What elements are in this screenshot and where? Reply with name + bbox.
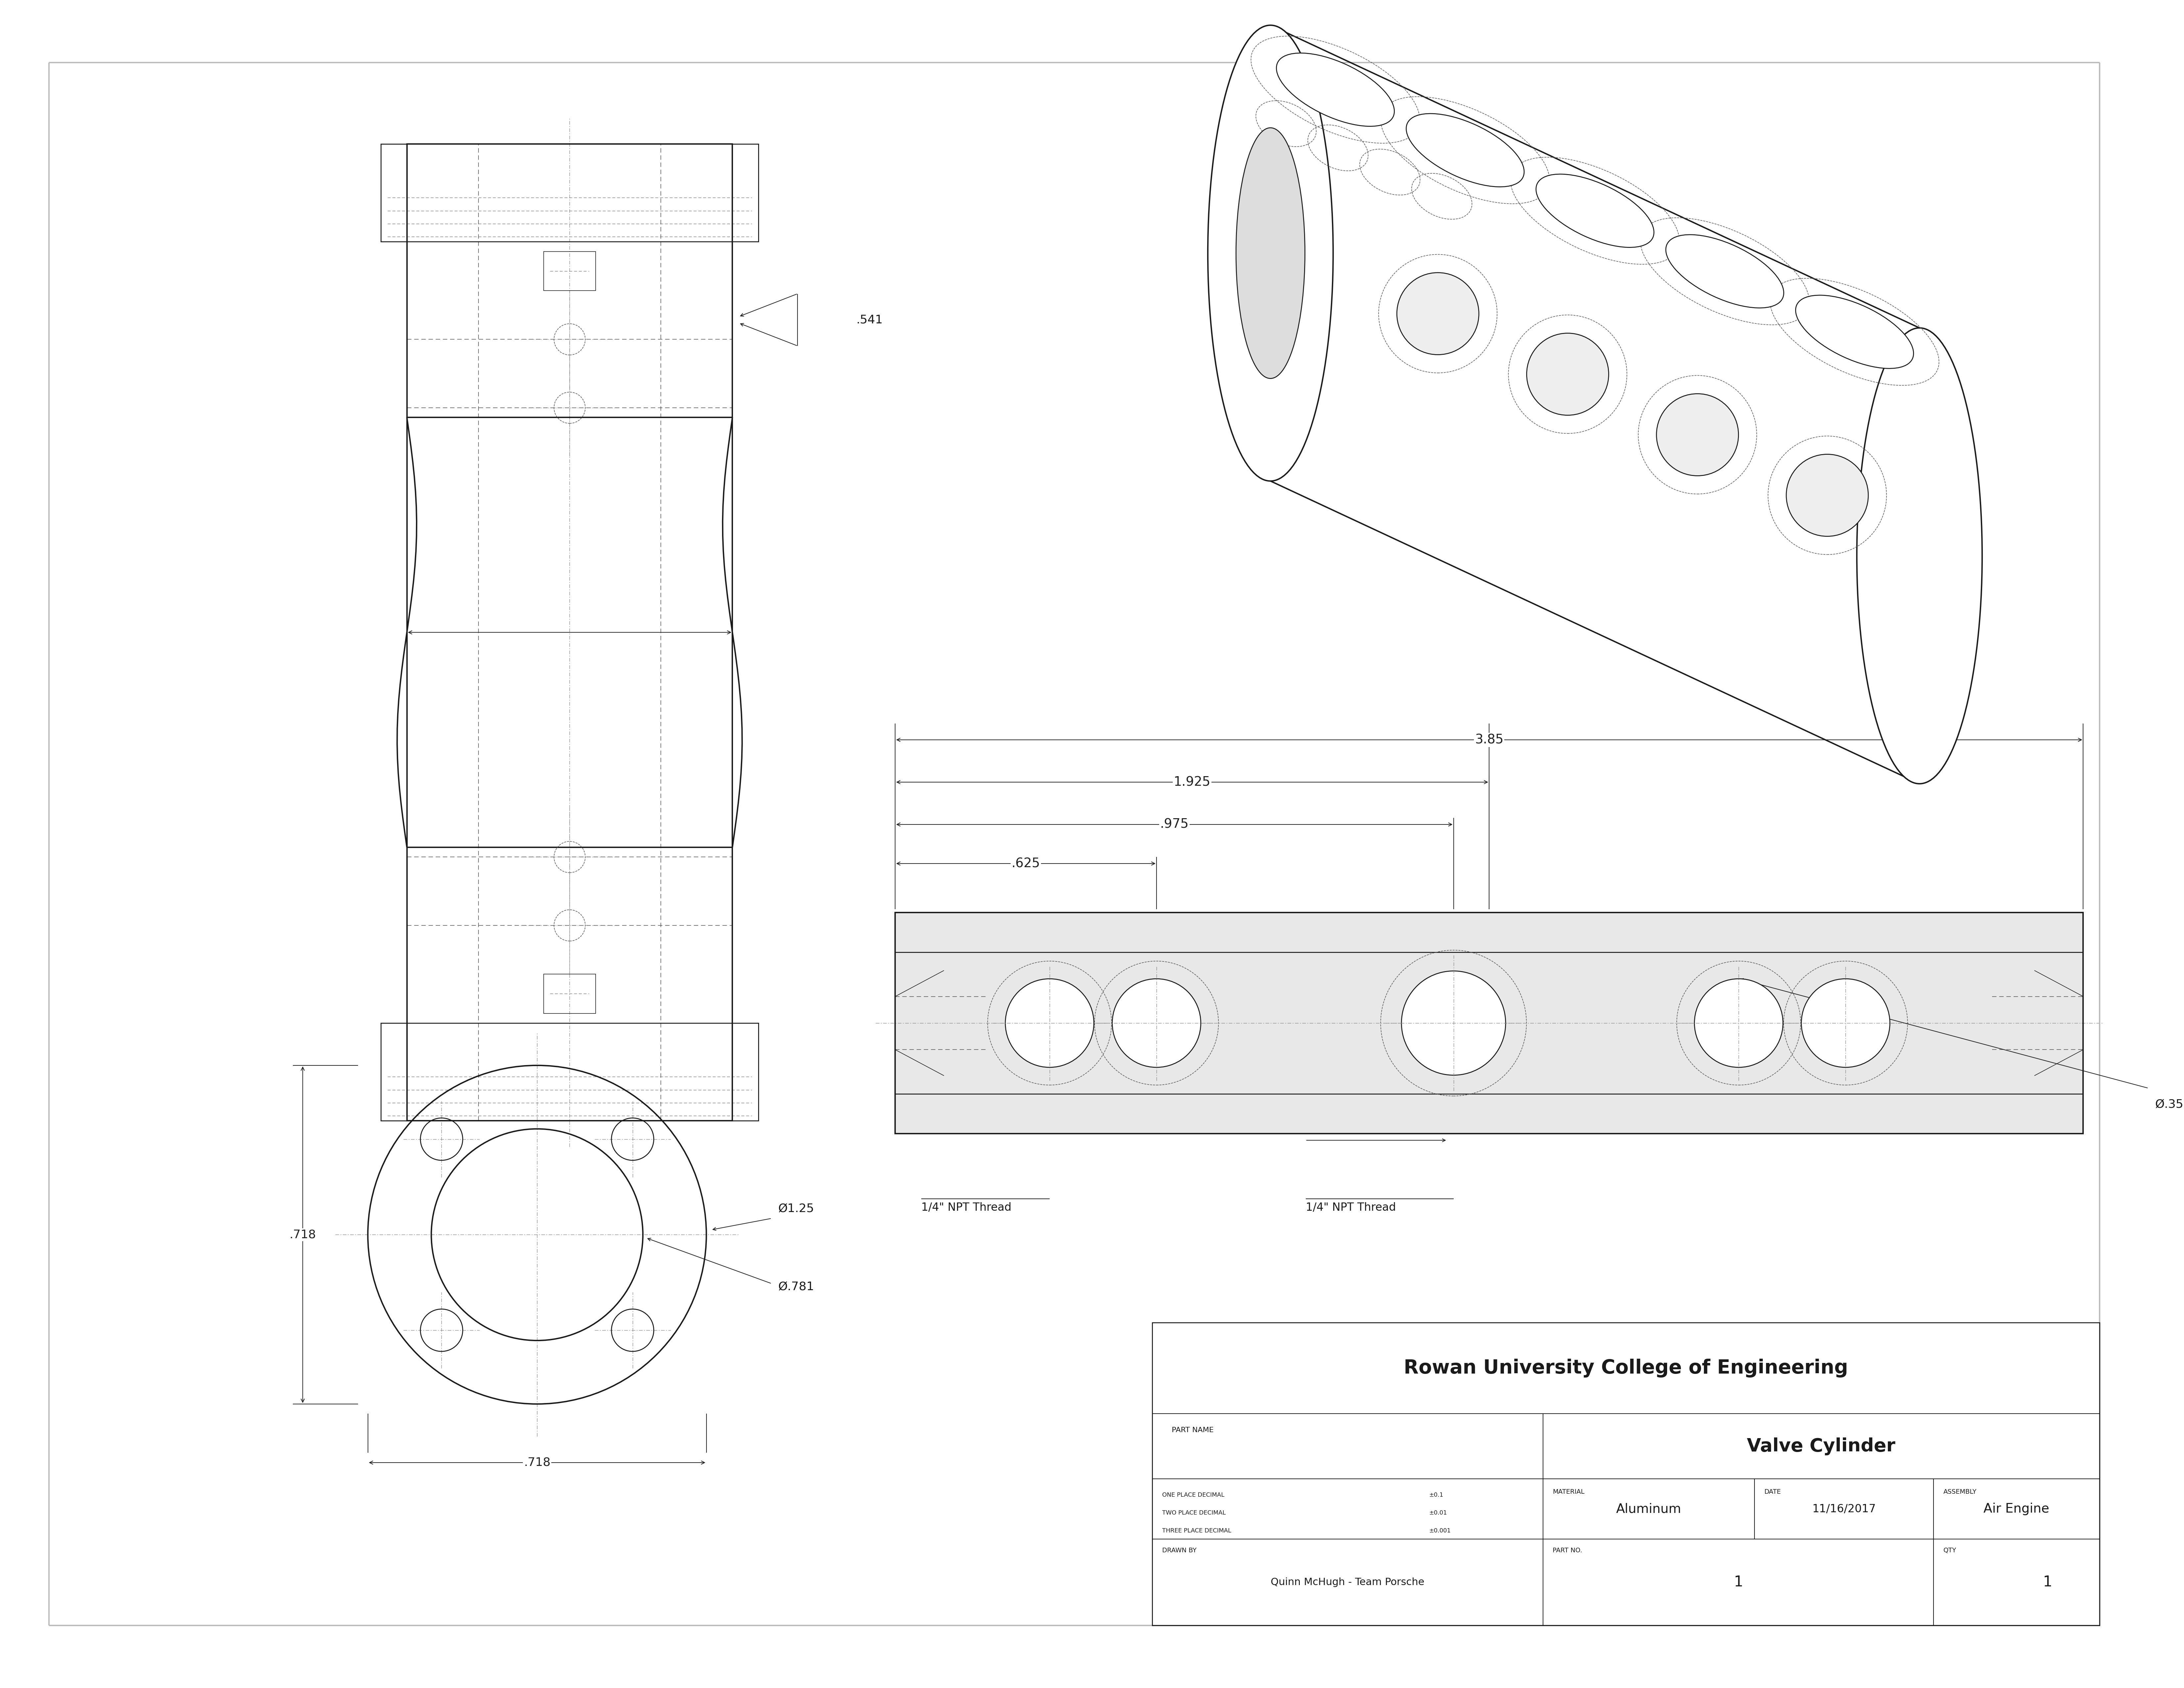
Ellipse shape (1856, 327, 1983, 783)
Circle shape (1802, 979, 1889, 1067)
Ellipse shape (1535, 174, 1653, 248)
Text: 1.925: 1.925 (1173, 776, 1210, 788)
Text: Rowan University College of Engineering: Rowan University College of Engineering (1404, 1359, 1848, 1377)
Text: 1: 1 (1734, 1575, 1743, 1590)
Text: PART NO.: PART NO. (1553, 1548, 1581, 1553)
Ellipse shape (1666, 235, 1784, 307)
Text: PART NAME: PART NAME (1173, 1426, 1214, 1433)
Text: Aluminum: Aluminum (1616, 1502, 1682, 1516)
Ellipse shape (1398, 273, 1479, 354)
Circle shape (1402, 971, 1505, 1075)
Text: ±0.01: ±0.01 (1428, 1509, 1448, 1516)
Text: .718: .718 (524, 1457, 550, 1469)
Ellipse shape (1527, 333, 1610, 415)
Text: 11/16/2017: 11/16/2017 (1813, 1504, 1876, 1514)
Text: 1: 1 (2042, 1575, 2053, 1590)
Text: .975: .975 (1160, 819, 1188, 830)
Text: Ø1.25: Ø1.25 (778, 1204, 815, 1214)
Text: Air Engine: Air Engine (1983, 1502, 2049, 1516)
Text: DATE: DATE (1765, 1489, 1780, 1496)
Text: ONE PLACE DECIMAL: ONE PLACE DECIMAL (1162, 1492, 1225, 1497)
Text: ±0.1: ±0.1 (1428, 1492, 1444, 1497)
Text: THREE PLACE DECIMAL: THREE PLACE DECIMAL (1162, 1528, 1232, 1534)
Circle shape (1005, 979, 1094, 1067)
Text: ±0.001: ±0.001 (1428, 1528, 1450, 1534)
Text: 1/4" NPT Thread: 1/4" NPT Thread (922, 1202, 1011, 1214)
Text: Valve Cylinder: Valve Cylinder (1747, 1438, 1896, 1455)
Ellipse shape (1655, 393, 1738, 476)
Bar (544, 252, 596, 290)
Text: 1/4" NPT Thread: 1/4" NPT Thread (1306, 1202, 1396, 1214)
Text: ASSEMBLY: ASSEMBLY (1944, 1489, 1977, 1496)
Text: .718: .718 (290, 1229, 317, 1241)
Text: Quinn McHugh - Team Porsche: Quinn McHugh - Team Porsche (1271, 1578, 1424, 1587)
Ellipse shape (1208, 25, 1332, 481)
Bar (380, 1023, 758, 1121)
Circle shape (1695, 979, 1782, 1067)
Text: QTY: QTY (1944, 1548, 1957, 1553)
Text: MATERIAL: MATERIAL (1553, 1489, 1586, 1496)
Ellipse shape (1275, 52, 1393, 127)
Text: .625: .625 (1011, 858, 1040, 869)
Bar (895, 913, 2084, 1134)
Ellipse shape (1406, 113, 1524, 187)
Bar (895, 913, 2084, 1134)
Ellipse shape (1236, 128, 1304, 378)
Text: 3.85: 3.85 (1474, 734, 1503, 746)
Text: Ø.781: Ø.781 (778, 1281, 815, 1293)
Text: .541: .541 (856, 314, 882, 326)
Text: DRAWN BY: DRAWN BY (1162, 1548, 1197, 1553)
Bar (1153, 1323, 2099, 1626)
Bar (406, 143, 732, 1121)
Text: TWO PLACE DECIMAL: TWO PLACE DECIMAL (1162, 1509, 1225, 1516)
Ellipse shape (1795, 295, 1913, 368)
Circle shape (1112, 979, 1201, 1067)
Bar (380, 143, 758, 241)
Ellipse shape (1787, 454, 1867, 537)
Bar (544, 974, 596, 1013)
Text: Ø.350: Ø.350 (2156, 1099, 2184, 1111)
